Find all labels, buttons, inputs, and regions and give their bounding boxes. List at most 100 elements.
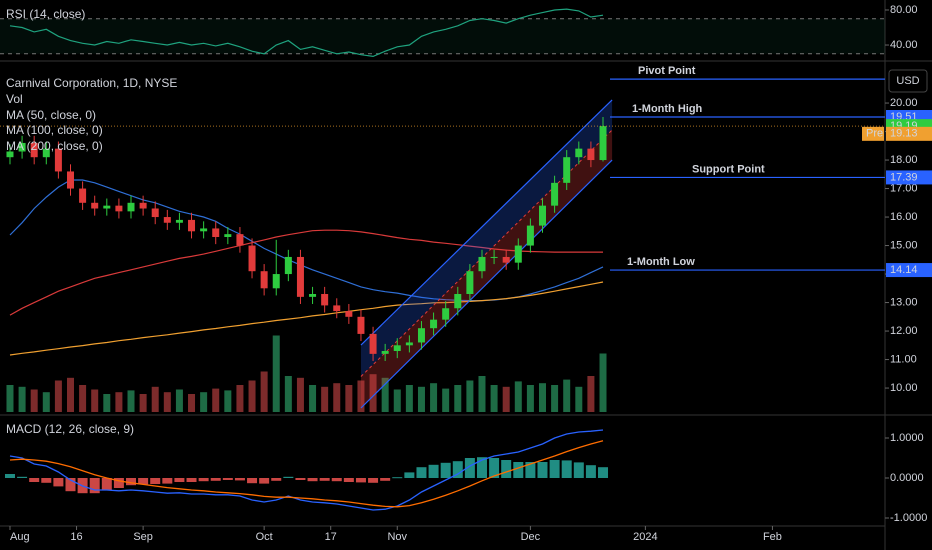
y-tick-label: -1.0000 <box>890 512 927 524</box>
volume-bar <box>236 385 244 412</box>
candle-body <box>575 148 583 158</box>
y-tick-label: 80.00 <box>890 4 918 16</box>
candle-body <box>54 148 62 172</box>
volume-bar <box>514 381 522 412</box>
volume-bar <box>54 380 62 412</box>
y-tick-label: 16.00 <box>890 211 918 223</box>
candle-body <box>127 202 135 212</box>
volume-bar <box>248 380 256 412</box>
volume-bar <box>442 388 450 412</box>
histogram-bar <box>174 478 185 482</box>
volume-bar <box>490 385 498 412</box>
histogram-bar <box>283 476 294 478</box>
histogram-bar <box>368 478 379 483</box>
x-tick-label: 17 <box>325 531 337 543</box>
volume-bar <box>272 335 280 412</box>
histogram-bar <box>501 460 512 478</box>
candle-body <box>381 351 389 354</box>
candle-body <box>405 342 413 346</box>
histogram-bar <box>210 478 221 481</box>
candle-body <box>272 274 280 289</box>
candle-body <box>163 217 171 223</box>
histogram-bar <box>476 457 487 478</box>
candle-body <box>563 157 571 183</box>
histogram-bar <box>428 464 439 478</box>
volume-bar <box>405 385 413 412</box>
histogram-bar <box>29 478 40 482</box>
volume-bar <box>333 383 341 412</box>
currency-box[interactable] <box>888 69 928 93</box>
histogram-bar <box>355 478 366 483</box>
candle-body <box>430 319 438 329</box>
series-line <box>9 229 603 316</box>
volume-bar <box>6 385 14 412</box>
candle-body <box>248 245 256 272</box>
histogram-bar <box>234 478 245 481</box>
candle-body <box>345 311 353 317</box>
volume-bar <box>309 385 317 412</box>
y-tick-label: 10.00 <box>890 382 918 394</box>
histogram-bar <box>150 478 161 484</box>
price-tag <box>886 263 932 278</box>
legend-entry: MA (50, close, 0) <box>6 108 96 122</box>
candle-body <box>188 219 196 232</box>
pre-label: Pre <box>866 128 883 140</box>
histogram-bar <box>307 478 318 482</box>
candle-body <box>502 256 510 263</box>
panel-title: RSI (14, close) <box>6 7 85 21</box>
candle-body <box>66 171 74 189</box>
histogram-bar <box>392 477 403 479</box>
histogram-bar <box>259 478 270 484</box>
volume-bar <box>260 371 268 412</box>
volume-bar <box>538 383 546 412</box>
volume-bar <box>563 379 571 412</box>
candle-body <box>6 151 14 158</box>
candle-body <box>79 188 87 203</box>
y-tick-label: 17.00 <box>890 182 918 194</box>
candle-body <box>30 142 38 158</box>
candle-body <box>309 294 317 297</box>
y-tick-label: 11.00 <box>890 353 917 365</box>
volume-bar <box>502 386 510 412</box>
histogram-bar <box>464 458 475 478</box>
volume-bar <box>79 385 87 412</box>
histogram-bar <box>537 462 548 478</box>
pre-tag <box>862 126 884 141</box>
candle-body <box>538 205 546 226</box>
volume-bar <box>296 377 304 412</box>
y-tick-label: 1.0000 <box>890 432 924 444</box>
histogram-bar <box>489 458 500 478</box>
legend-entry: MA (200, close, 0) <box>6 139 103 153</box>
volume-bar <box>18 386 26 412</box>
volume-bar <box>587 376 595 412</box>
candle-body <box>151 208 159 218</box>
volume-bar <box>417 386 425 412</box>
candle-body <box>139 202 147 209</box>
candle-body <box>393 345 401 352</box>
candle-body <box>333 305 341 312</box>
histogram-bar <box>440 462 451 478</box>
x-tick-label: 2024 <box>633 531 657 543</box>
candle-body <box>442 308 450 320</box>
x-tick-label: 16 <box>70 531 82 543</box>
histogram-bar <box>513 462 524 478</box>
volume-bar <box>163 392 171 412</box>
volume-bar <box>188 394 196 412</box>
candle-body <box>357 316 365 334</box>
volume-bar <box>393 389 401 412</box>
volume-bar <box>321 386 329 412</box>
histogram-bar <box>222 478 233 480</box>
histogram-bar <box>331 478 342 482</box>
candle-body <box>466 271 474 295</box>
candle-body <box>212 228 220 237</box>
channel-upper <box>360 99 613 377</box>
candle-body <box>417 328 425 343</box>
candle-body <box>18 142 26 152</box>
volume-bar <box>30 389 38 412</box>
volume-bar <box>345 385 353 412</box>
histogram-bar <box>198 478 209 482</box>
candle-body <box>296 256 304 297</box>
channel-line <box>360 159 613 409</box>
level-label: Pivot Point <box>638 65 696 77</box>
